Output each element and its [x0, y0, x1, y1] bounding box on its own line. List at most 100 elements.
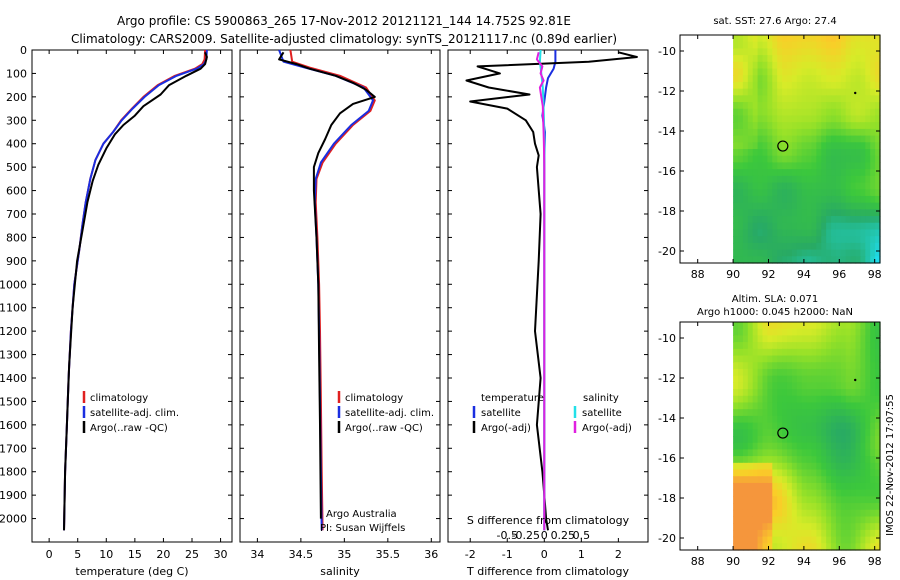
heatmap-cell: [747, 149, 754, 157]
heatmap-cell: [762, 355, 768, 363]
heatmap-cell: [791, 236, 798, 244]
heatmap-cell: [860, 409, 866, 417]
heatmap-cell: [772, 68, 778, 76]
heatmap-cell: [777, 523, 783, 531]
heatmap-cell: [875, 382, 881, 390]
heatmap-cell: [752, 135, 759, 143]
heatmap-cell: [772, 395, 778, 404]
heatmap-cell: [831, 229, 837, 237]
heatmap-cell: [816, 35, 822, 43]
heatmap-cell: [786, 536, 793, 544]
x-tick-label: 35.5: [376, 548, 401, 561]
heatmap-cell: [786, 162, 793, 170]
heatmap-cell: [826, 108, 832, 117]
heatmap-cell: [875, 48, 881, 56]
heatmap-cell: [875, 543, 881, 551]
lat-tick-label: -20: [658, 532, 676, 545]
heatmap-cell: [791, 348, 798, 357]
heatmap-cell: [806, 328, 813, 337]
heatmap-cell: [806, 496, 813, 504]
heatmap-cell: [845, 162, 852, 170]
heatmap-cell: [742, 543, 749, 551]
heatmap-cell: [811, 202, 817, 210]
heatmap-cell: [835, 456, 842, 464]
heatmap-cell: [850, 189, 857, 197]
heatmap-cell: [767, 81, 773, 90]
heatmap-cell: [772, 348, 778, 357]
heatmap-cell: [742, 115, 749, 123]
heatmap-cell: [801, 216, 808, 224]
heatmap-cell: [772, 75, 778, 83]
heatmap-cell: [821, 335, 827, 343]
heatmap-cell: [826, 175, 832, 184]
heatmap-cell: [747, 489, 754, 497]
heatmap-cell: [806, 362, 813, 370]
heatmap-cell: [777, 88, 783, 96]
lon-tick-label: 90: [726, 555, 740, 568]
heatmap-cell: [816, 415, 822, 424]
legend-satellite: satellite-adj. clim.: [90, 408, 179, 419]
heatmap-cell: [796, 182, 803, 190]
heatmap-cell: [786, 209, 793, 217]
heatmap-cell: [875, 328, 881, 337]
heatmap-cell: [796, 115, 803, 123]
heatmap-cell: [850, 469, 857, 477]
heatmap-cell: [840, 503, 847, 511]
heatmap-cell: [786, 249, 793, 257]
heatmap-cell: [845, 128, 852, 137]
heatmap-cell: [791, 189, 798, 197]
heatmap-cell: [757, 108, 764, 117]
heatmap-cell: [811, 456, 817, 464]
heatmap-cell: [855, 482, 862, 491]
heatmap-cell: [733, 489, 739, 497]
heatmap-cell: [737, 362, 744, 370]
heatmap-cell: [855, 342, 862, 350]
heatmap-cell: [777, 456, 783, 464]
heatmap-cell: [762, 216, 768, 224]
heatmap-cell: [791, 449, 798, 457]
heatmap-cell: [811, 216, 817, 224]
heatmap-cell: [875, 81, 881, 90]
heatmap-cell: [811, 543, 817, 551]
heatmap-cell: [733, 35, 739, 43]
heatmap-cell: [733, 75, 739, 83]
heatmap-cell: [801, 102, 808, 110]
heatmap-cell: [840, 362, 847, 370]
annotation-argo-australia: Argo Australia: [326, 509, 397, 520]
heatmap-cell: [860, 469, 866, 477]
heatmap-cell: [777, 229, 783, 237]
heatmap-cell: [821, 95, 827, 103]
heatmap-cell: [875, 355, 881, 363]
heatmap-cell: [865, 503, 871, 511]
heatmap-cell: [791, 169, 798, 177]
heatmap-cell: [791, 209, 798, 217]
heatmap-cell: [752, 229, 759, 237]
heatmap-cell: [752, 382, 759, 390]
heatmap-cell: [772, 242, 778, 251]
heatmap-cell: [733, 149, 739, 157]
heatmap-cell: [831, 442, 837, 451]
heatmap-cell: [757, 95, 764, 103]
heatmap-cell: [860, 382, 866, 390]
heatmap-cell: [772, 202, 778, 210]
heatmap-cell: [767, 469, 773, 477]
heatmap-cell: [806, 489, 813, 497]
heatmap-cell: [875, 422, 881, 430]
heatmap-cell: [821, 222, 827, 231]
heatmap-cell: [757, 328, 764, 337]
heatmap-cell: [845, 395, 852, 404]
heatmap-cell: [767, 389, 773, 397]
heatmap-cell: [733, 328, 739, 337]
heatmap-cell: [752, 523, 759, 531]
heatmap-cell: [875, 402, 881, 410]
heatmap-cell: [865, 496, 871, 504]
heatmap-cell: [791, 135, 798, 143]
heatmap-cell: [742, 155, 749, 164]
heatmap-cell: [801, 489, 808, 497]
heatmap-cell: [772, 489, 778, 497]
heatmap-cell: [757, 395, 764, 404]
heatmap-cell: [767, 48, 773, 56]
heatmap-cell: [835, 503, 842, 511]
heatmap-cell: [762, 162, 768, 170]
heatmap-cell: [850, 35, 857, 43]
